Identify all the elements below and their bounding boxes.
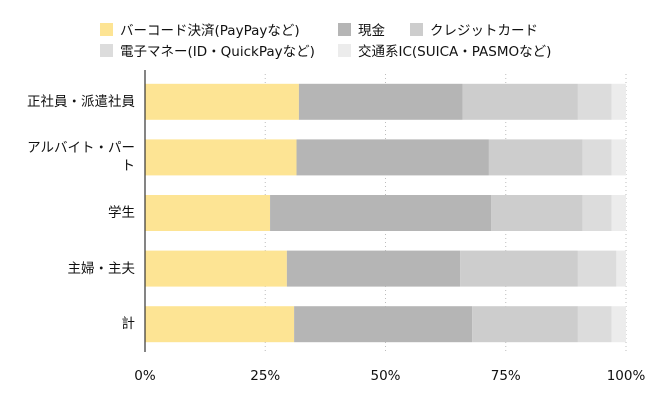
bar-1-series-1: [296, 139, 489, 176]
bar-4-series-1: [294, 306, 473, 343]
x-tick-label-2: 50%: [370, 368, 401, 384]
bar-3-series-3: [577, 250, 617, 287]
legend-label: クレジットカード: [430, 23, 538, 39]
x-tick-label-0: 0%: [134, 368, 156, 384]
category-label-0: 正社員・派遣社員: [27, 93, 135, 111]
legend-swatch: [338, 22, 351, 36]
category-label-line: 主婦・主夫: [67, 260, 136, 277]
category-label-line: 学生: [108, 205, 135, 221]
bar-4-series-4: [611, 306, 626, 343]
bar-3-series-0: [145, 250, 287, 287]
legend-label: 現金: [358, 23, 385, 39]
bar-2-series-4: [611, 195, 626, 231]
bar-1-series-3: [582, 139, 612, 176]
legend-item-3: 電子マネー(ID・QuickPayなど): [100, 40, 315, 60]
legend-item-0: バーコード決済(PayPayなど): [100, 19, 300, 39]
category-label-3: 主婦・主夫: [68, 260, 136, 278]
bar-0-series-2: [462, 83, 578, 120]
legend-label: 電子マネー(ID・QuickPayなど): [120, 44, 315, 60]
bar-4-series-2: [472, 306, 578, 343]
category-label-line: ト: [121, 158, 136, 175]
x-tick-label-1: 25%: [250, 368, 281, 384]
category-label-line: アルバイト・パー: [27, 140, 135, 157]
category-label-line: 計: [121, 316, 136, 333]
bar-1-series-2: [488, 139, 583, 176]
legend-swatch: [338, 43, 351, 57]
category-label-line: 正社員・派遣社員: [27, 93, 135, 110]
bar-0-series-1: [298, 83, 463, 120]
bar-2-series-3: [582, 195, 612, 231]
bar-3-series-4: [616, 250, 626, 287]
bar-0-series-4: [611, 83, 626, 120]
bar-3-series-1: [286, 250, 461, 287]
x-tick-label-4: 100%: [606, 368, 646, 384]
chart-legend: バーコード決済(PayPayなど) 現金 クレジットカード電子マネー(ID・Quic…: [0, 0, 650, 60]
legend-swatch: [100, 43, 113, 57]
category-label-1: アルバイト・パート: [27, 139, 135, 175]
bar-0-series-3: [577, 83, 612, 120]
bar-2-series-0: [145, 195, 271, 231]
bar-1-series-0: [145, 139, 297, 176]
bar-1-series-4: [611, 139, 626, 176]
legend-item-2: クレジットカード: [410, 19, 538, 39]
x-tick-label-3: 75%: [490, 368, 521, 384]
bar-2-series-2: [491, 195, 583, 231]
category-label-4: 計: [122, 315, 136, 333]
legend-label: 交通系IC(SUICA・PASMOなど): [358, 44, 552, 60]
legend-item-4: 交通系IC(SUICA・PASMOなど): [338, 40, 551, 60]
legend-label: バーコード決済(PayPayなど): [120, 23, 300, 39]
bar-4-series-0: [145, 306, 295, 343]
category-label-2: 学生: [108, 204, 135, 222]
legend-swatch: [100, 22, 113, 36]
legend-item-1: 現金: [338, 19, 385, 39]
bar-2-series-1: [270, 195, 492, 231]
bar-3-series-2: [460, 250, 578, 287]
bar-0-series-0: [145, 83, 299, 120]
legend-swatch: [410, 22, 423, 36]
bar-4-series-3: [577, 306, 612, 343]
